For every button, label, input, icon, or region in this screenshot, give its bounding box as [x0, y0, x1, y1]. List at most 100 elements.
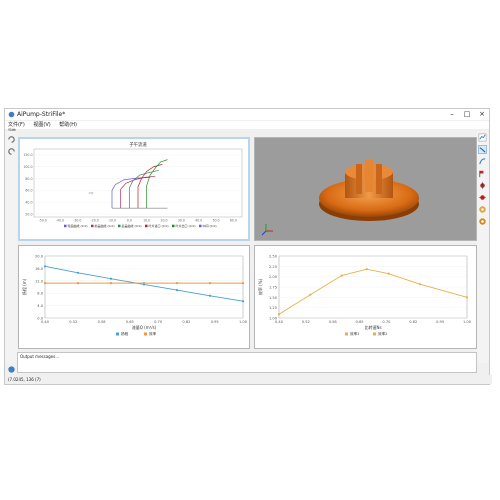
console-text: Output messages...: [20, 354, 60, 359]
head-chart: 0.0 4.0 8.0 12.0 16.0 20.0 0.40 0.52 0.58 0.65 0.7…: [21, 255, 248, 337]
point-icon[interactable]: [478, 181, 487, 190]
meridional-chart-panel[interactable]: 子午流道 20.0 40.0 60.0 80.0 100.0 120.0 -50.0 -40.0…: [18, 137, 250, 241]
menu-file[interactable]: 文件(F): [8, 122, 25, 128]
data-point: [365, 268, 368, 271]
x-tick-label: 0.58: [329, 320, 338, 324]
x-axis-label: 流量Q (m³/s): [132, 324, 157, 330]
y-tick-label: 20.0: [35, 255, 44, 259]
legend-swatch: [172, 224, 175, 228]
legend-swatch: [116, 332, 119, 336]
data-point: [142, 282, 146, 285]
x-tick-label: 0.58: [98, 320, 107, 324]
point-icon[interactable]: [478, 193, 487, 202]
flow-arrow-icon: ⇨: [89, 190, 94, 197]
x-tick-label: -10.0: [108, 219, 116, 223]
legend-label: 扬程: [121, 331, 129, 336]
x-tick-label: -40.0: [56, 219, 64, 223]
data-point: [418, 283, 422, 286]
nav-tab[interactable]: 导航: [8, 128, 16, 134]
impeller-model: [319, 160, 419, 221]
data-point: [175, 282, 179, 285]
legend-swatch: [145, 224, 148, 228]
x-tick-label: 0.65: [126, 320, 134, 324]
legend-label: 叶片出口 (0.0): [176, 223, 196, 228]
y-tick-label: 12.0: [35, 279, 44, 283]
x-tick-label: 40.0: [195, 219, 202, 223]
blade-icon[interactable]: [478, 157, 487, 166]
chart-icon[interactable]: [478, 133, 487, 142]
maximize-button[interactable]: □: [463, 110, 471, 118]
output-console[interactable]: Output messages...: [17, 352, 477, 373]
x-tick-label: 0.52: [302, 320, 310, 324]
y-tick-label: 120.0: [23, 153, 32, 157]
y-tick-label: 1.50: [269, 296, 278, 300]
data-point: [109, 277, 113, 280]
minimize-button[interactable]: –: [450, 110, 454, 118]
x-tick-label: 1.00: [463, 320, 472, 324]
legend-label: 叶片进口 (0.0): [149, 223, 169, 228]
gear-icon[interactable]: [478, 217, 487, 226]
gear-icon[interactable]: [478, 205, 487, 214]
legend-label: 效率2: [378, 331, 387, 336]
y-tick-label: 1.25: [269, 306, 277, 310]
data-point: [208, 282, 212, 285]
x-tick-label: 10.0: [143, 219, 150, 223]
x-tick-label: 0.65: [356, 320, 364, 324]
y-tick-label: 0.0: [37, 317, 43, 321]
x-tick-label: 0.95: [436, 320, 444, 324]
efficiency-chart-panel[interactable]: 1.00 1.25 1.50 1.75 2.00 2.25 2.50 0.40 0.52 0.58…: [254, 245, 477, 349]
passage-curve: [111, 177, 151, 209]
x-tick-label: 0.82: [409, 320, 417, 324]
meridional-chart: 子午流道 20.0 40.0 60.0 80.0 100.0 120.0 -50.0 -40.0…: [23, 141, 243, 228]
x-tick-label: 0.40: [275, 320, 284, 324]
plot-frame: [44, 255, 244, 319]
data-point: [309, 293, 312, 296]
y-tick-label: 2.25: [269, 265, 277, 269]
legend-label: 效率1: [350, 331, 359, 336]
legend-label: 前盖曲线 (0.0): [95, 223, 115, 228]
close-button[interactable]: ×: [479, 110, 485, 118]
data-point: [43, 265, 47, 268]
y-tick-label: 1.75: [269, 286, 277, 290]
app-icon: [8, 111, 15, 118]
passage-curve: [128, 169, 159, 209]
x-tick-label: -30.0: [73, 219, 81, 223]
menu-view[interactable]: 视图(V): [33, 122, 51, 128]
x-axis-label: 比转速Ns: [364, 324, 381, 330]
data-point: [465, 296, 469, 299]
x-tick-label: 50.0: [212, 219, 219, 223]
redo-icon[interactable]: [7, 147, 16, 156]
legend-swatch: [199, 224, 202, 228]
menu-help[interactable]: 帮助(H): [59, 122, 77, 128]
y-tick-label: 16.0: [35, 267, 44, 271]
legend-swatch: [345, 332, 348, 336]
x-tick-label: 0.70: [382, 320, 391, 324]
plot-frame: [33, 148, 243, 218]
y-tick-label: 40.0: [25, 201, 32, 205]
x-tick-label: 1.00: [239, 320, 248, 324]
x-tick-label: -50.0: [39, 219, 47, 223]
impeller-3d-view[interactable]: [254, 137, 477, 241]
app-window: AiPump-StriFile* – □ × 文件(F) 视图(V) 帮助(H)…: [4, 108, 492, 385]
x-tick-label: 0.95: [211, 320, 219, 324]
info-icon[interactable]: [8, 366, 15, 373]
data-point: [277, 313, 281, 316]
x-tick-label: -20.0: [91, 219, 99, 223]
x-tick-label: 0.0: [127, 219, 132, 223]
y-axis-label: 效率 (%): [257, 278, 263, 295]
right-toolbar: [476, 131, 489, 363]
legend-label: 中间 (0.0): [203, 223, 217, 228]
data-point: [208, 294, 212, 297]
data-point: [109, 282, 113, 285]
undo-icon[interactable]: [7, 135, 16, 144]
y-tick-label: 8.0: [37, 292, 43, 296]
data-point: [241, 282, 245, 285]
curve-icon[interactable]: [478, 145, 487, 154]
legend-swatch: [144, 332, 147, 336]
legend-swatch: [118, 224, 121, 228]
left-toolbar: [5, 131, 17, 363]
data-point: [76, 271, 80, 274]
head-chart-panel[interactable]: 0.0 4.0 8.0 12.0 16.0 20.0 0.40 0.52 0.58 0.65 0.7…: [18, 245, 250, 349]
y-tick-label: 2.50: [269, 255, 278, 259]
flag-icon[interactable]: [478, 169, 487, 178]
